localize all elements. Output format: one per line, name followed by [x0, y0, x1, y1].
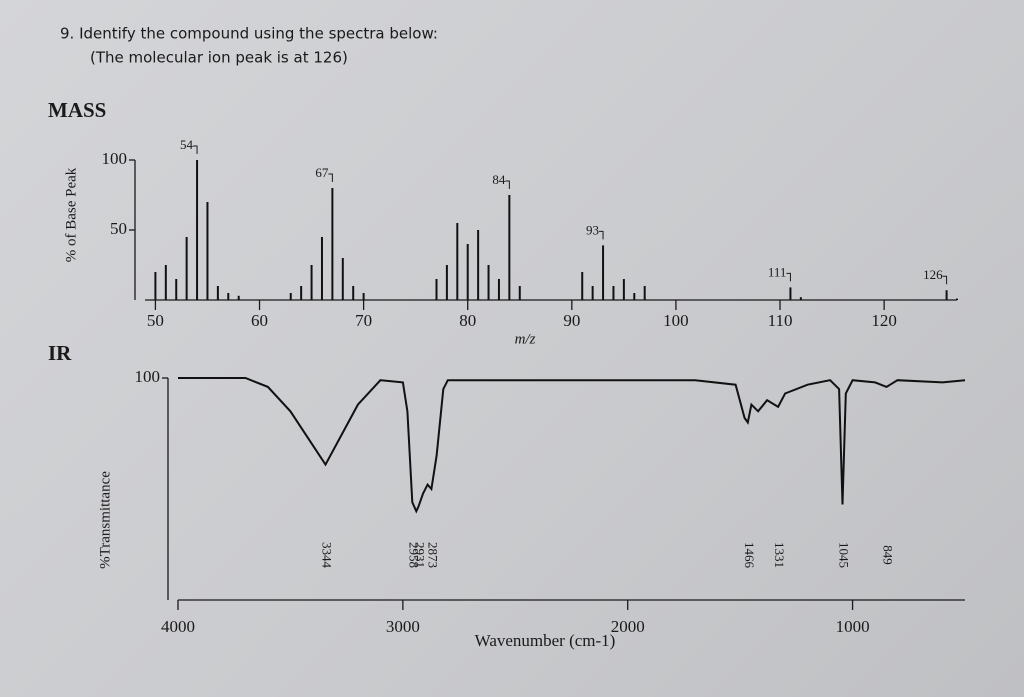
chart-title: MASS [48, 98, 106, 122]
peak-label: 54 [180, 137, 194, 152]
peak-label-hook [193, 145, 198, 154]
spectrum-line [178, 377, 966, 514]
x-tick-label: 80 [459, 311, 476, 330]
peak-label-hook [505, 180, 510, 189]
peak-label: 2931 [412, 542, 427, 568]
x-axis-label: Wavenumber (cm-1) [475, 631, 616, 650]
peak-label-hook [942, 275, 948, 285]
peak-label: 1045 [836, 542, 851, 568]
y-axis-label: % of Base Peak [63, 167, 79, 262]
peak-label-hook [328, 173, 333, 182]
x-tick-label: 90 [563, 311, 580, 330]
x-tick-label: 1000 [836, 617, 870, 636]
x-tick-label: 110 [768, 311, 793, 330]
x-tick-label: 60 [251, 311, 268, 330]
peak-label: 3344 [320, 542, 335, 569]
y-tick-label: 100 [135, 367, 161, 386]
y-tick-label: 100 [102, 149, 128, 168]
peak-label: 93 [586, 222, 599, 237]
x-tick-label: 120 [871, 311, 897, 330]
question-line: 9. Identify the compound using the spect… [60, 25, 438, 43]
x-axis-label: m/z [515, 331, 536, 347]
x-tick-label: 70 [355, 311, 372, 330]
peak-label: 2873 [425, 542, 440, 568]
peak-label: 1466 [742, 542, 757, 569]
peak-label: 111 [768, 264, 787, 279]
x-tick-label: 3000 [386, 617, 420, 636]
peak-label: 849 [881, 545, 896, 565]
question-line: (The molecular ion peak is at 126) [90, 49, 348, 67]
peak-label: 84 [492, 172, 506, 187]
y-axis-label: %Transmittance [97, 471, 113, 569]
peak-label-hook [599, 230, 604, 240]
x-tick-label: 4000 [161, 617, 195, 636]
x-tick-label: 2000 [611, 617, 645, 636]
peak-label: 67 [315, 165, 329, 180]
x-tick-label: 100 [663, 311, 689, 330]
peak-label: 126 [923, 267, 943, 282]
chart-title: IR [48, 341, 72, 365]
y-tick-label: 50 [110, 219, 127, 238]
peak-label: 1331 [772, 542, 787, 568]
peak-label-hook [786, 272, 791, 282]
peak-label: 2958 [406, 542, 421, 568]
x-tick-label: 50 [147, 311, 164, 330]
